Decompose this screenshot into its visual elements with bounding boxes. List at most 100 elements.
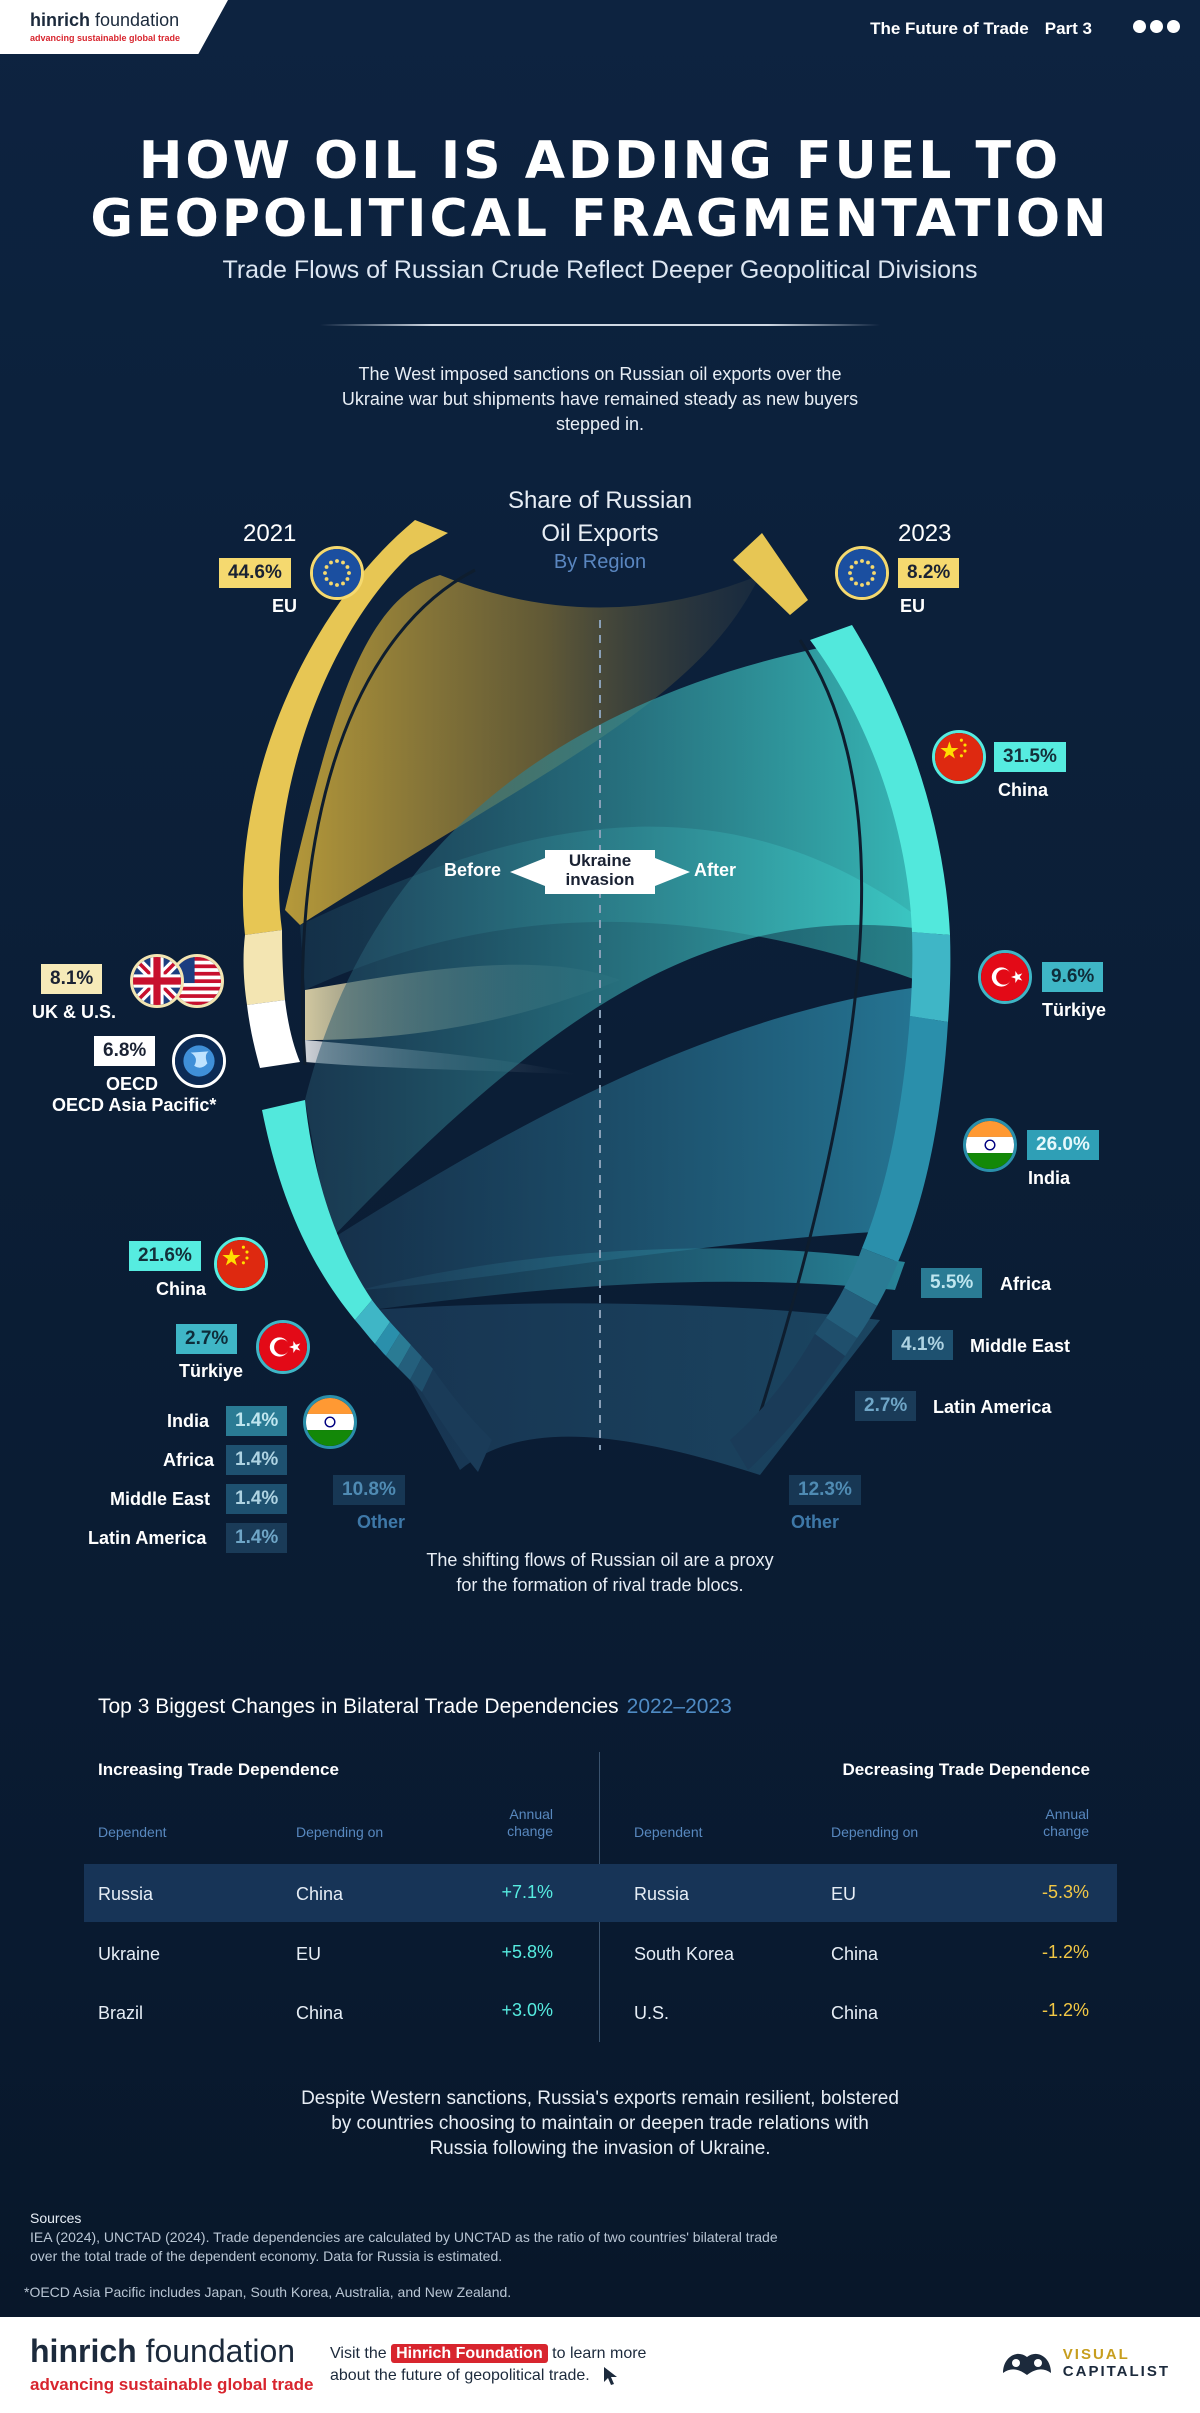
region-2021-oecd-line1: OECD bbox=[106, 1074, 159, 1094]
arc-2023-turkiye bbox=[910, 932, 951, 1022]
table-cell: China bbox=[831, 1944, 879, 1964]
series-label: The Future of Trade Part 3 bbox=[870, 19, 1092, 39]
footer-tagline: advancing sustainable global trade bbox=[30, 2375, 314, 2394]
footer-visit: Visit the Hinrich Foundation to learn mo… bbox=[330, 2344, 647, 2385]
arc-2021-turkiye bbox=[355, 1300, 390, 1344]
sources-text: IEA (2024), UNCTAD (2024). Trade depende… bbox=[30, 2229, 778, 2264]
chart-subtitle: By Region bbox=[553, 551, 647, 573]
col-dependent-dec: Dependent bbox=[634, 1824, 703, 1840]
table-title-text: Top 3 Biggest Changes in Bilateral Trade… bbox=[98, 1695, 619, 1718]
flow-eu-2021 bbox=[285, 575, 760, 925]
flow-turkiye bbox=[360, 1248, 905, 1310]
year-2021: 2021 bbox=[243, 520, 297, 547]
value-2021-india: 1.4% bbox=[226, 1406, 288, 1436]
arc-2021-eu bbox=[242, 520, 448, 935]
arc-2023-africa bbox=[844, 1248, 898, 1306]
india-flag-icon bbox=[303, 1395, 357, 1449]
value-2023-turkiye: 9.6% bbox=[1042, 962, 1104, 992]
value-2021-uk-us: 8.1% bbox=[41, 964, 103, 994]
value-2021-mideast: 1.4% bbox=[226, 1484, 288, 1514]
chart-title-line-2: Oil Exports bbox=[541, 520, 659, 547]
arc-2021-other bbox=[422, 1369, 492, 1472]
flow-note: The shifting flows of Russian oil are a … bbox=[426, 1550, 774, 1595]
region-2021-china: China bbox=[156, 1279, 207, 1299]
hinrich-link[interactable]: Hinrich Foundation bbox=[391, 2344, 548, 2363]
page-title: HOW OIL IS ADDING FUEL TO GEOPOLITICAL F… bbox=[0, 132, 1200, 248]
turkiye-flag-icon bbox=[256, 1320, 310, 1374]
invasion-label: Ukraine invasion bbox=[548, 851, 652, 889]
flow-india bbox=[330, 985, 935, 1290]
footer: hinrich foundation advancing sustainable… bbox=[0, 2317, 1200, 2413]
col-dependent: Dependent bbox=[98, 1824, 167, 1840]
logo-tagline: advancing sustainable global trade bbox=[30, 33, 181, 43]
arc-2023-eu bbox=[733, 533, 808, 615]
uk-flag-icon bbox=[130, 954, 184, 1008]
cursor-icon bbox=[604, 2367, 618, 2385]
region-2023-india: India bbox=[1028, 1168, 1071, 1188]
invasion-arrow bbox=[510, 850, 690, 894]
title-line-2: GEOPOLITICAL FRAGMENTATION bbox=[90, 189, 1110, 249]
table-cell-change: +3.0% bbox=[501, 2000, 553, 2020]
table-cell-change: -1.2% bbox=[1041, 1942, 1089, 1962]
after-label: After bbox=[694, 860, 737, 880]
chart-title-line-1: Share of Russian bbox=[507, 487, 693, 514]
globe-icon bbox=[172, 1034, 226, 1088]
header-logo[interactable]: hinrich foundation advancing sustainable… bbox=[0, 0, 228, 54]
table-cell: Brazil bbox=[98, 2003, 144, 2023]
table-cell: U.S. bbox=[634, 2003, 670, 2023]
flow-chart bbox=[242, 520, 951, 1475]
decreasing-heading: Decreasing Trade Dependence bbox=[842, 1760, 1090, 1779]
china-flag-icon bbox=[214, 1237, 268, 1291]
value-2023-latam: 2.7% bbox=[855, 1391, 917, 1421]
divider bbox=[320, 324, 880, 326]
table-cell-change: -5.3% bbox=[1041, 1882, 1089, 1902]
visual-capitalist-logo[interactable]: VISUAL CAPITALIST bbox=[999, 2343, 1170, 2383]
region-2023-turkiye: Türkiye bbox=[1042, 1000, 1107, 1020]
more-icon[interactable] bbox=[1133, 20, 1180, 33]
page-subtitle: Trade Flows of Russian Crude Reflect Dee… bbox=[222, 256, 978, 284]
table-cell: EU bbox=[296, 1944, 322, 1964]
value-2021-turkiye: 2.7% bbox=[176, 1324, 238, 1354]
table-cell: Ukraine bbox=[98, 1944, 161, 1964]
table-cell: EU bbox=[831, 1884, 857, 1904]
table-title: Top 3 Biggest Changes in Bilateral Trade… bbox=[98, 1695, 732, 1719]
chart-title: Share of Russian Oil Exports bbox=[450, 484, 750, 550]
series-name: The Future of Trade bbox=[870, 19, 1029, 38]
arc-2021-mideast bbox=[398, 1345, 422, 1380]
arc-2023-mideast bbox=[826, 1288, 877, 1338]
table-cell: China bbox=[296, 2003, 344, 2023]
india-flag-icon-2023 bbox=[963, 1118, 1017, 1172]
value-2023-other: 12.3% bbox=[789, 1475, 861, 1505]
table-cell: China bbox=[831, 2003, 879, 2023]
table-cell-change: -1.2% bbox=[1041, 2000, 1089, 2020]
table-cell-change: +7.1% bbox=[501, 1882, 553, 1902]
region-2023-other: Other bbox=[791, 1512, 840, 1532]
table-row-highlight bbox=[84, 1864, 1117, 1922]
year-2023: 2023 bbox=[898, 520, 952, 547]
region-2021-eu: EU bbox=[272, 596, 298, 616]
eu-flag-icon-2023 bbox=[835, 546, 889, 600]
arc-2023-latam bbox=[815, 1318, 857, 1356]
logo-name: hinrich foundation bbox=[30, 10, 180, 30]
vc-mark-icon bbox=[1002, 2353, 1051, 2375]
region-2023-mideast: Middle East bbox=[970, 1336, 1071, 1356]
region-2023-china: China bbox=[998, 780, 1049, 800]
table-cell: South Korea bbox=[634, 1944, 735, 1964]
closing-text: Despite Western sanctions, Russia's expo… bbox=[301, 2088, 899, 2159]
table-cell: China bbox=[296, 1884, 344, 1904]
table-cell: Russia bbox=[98, 1884, 154, 1904]
region-2021-oecd: OECD Asia Pacific* bbox=[52, 1095, 217, 1115]
flow-china bbox=[305, 640, 930, 1240]
china-flag-icon-2023 bbox=[932, 730, 986, 784]
region-2021-latam: Latin America bbox=[88, 1528, 207, 1548]
increasing-heading: Increasing Trade Dependence bbox=[98, 1760, 339, 1779]
footer-logo[interactable]: hinrich foundation bbox=[30, 2333, 296, 2369]
region-2023-africa: Africa bbox=[1000, 1274, 1052, 1294]
arc-2023-india bbox=[862, 1016, 948, 1262]
arc-2021-africa bbox=[386, 1333, 411, 1368]
value-2021-other: 10.8% bbox=[333, 1475, 405, 1505]
value-2021-africa: 1.4% bbox=[226, 1445, 288, 1475]
value-2023-africa: 5.5% bbox=[921, 1268, 983, 1298]
invasion-label-line-2: invasion bbox=[565, 870, 635, 889]
value-2021-latam: 1.4% bbox=[226, 1523, 288, 1553]
